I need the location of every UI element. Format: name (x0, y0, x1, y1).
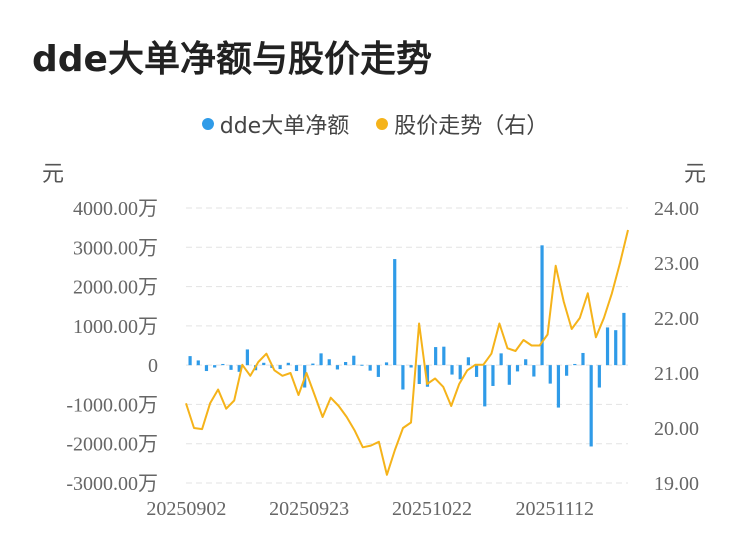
dde-bar (294, 365, 299, 372)
dde-bar (352, 355, 356, 366)
y-left-tick-label: 1000.00万 (73, 316, 158, 338)
dde-bar (466, 357, 470, 366)
dde-bar (196, 360, 200, 366)
dde-bar (245, 349, 249, 366)
dde-bar (262, 362, 266, 366)
dde-bar (311, 363, 315, 366)
dde-bar (401, 365, 405, 390)
dde-bar (614, 330, 618, 366)
dde-bar (499, 353, 503, 366)
dde-bar (376, 365, 380, 377)
dde-bar (213, 365, 217, 368)
x-tick-label: 20251112 (515, 498, 594, 520)
dde-bar (368, 365, 372, 371)
y-left-tick-label: -1000.00万 (66, 394, 158, 416)
dde-bar (548, 365, 552, 384)
dde-bar (221, 363, 225, 366)
y-left-tick-label: 3000.00万 (73, 237, 158, 259)
dde-bar (581, 352, 585, 366)
legend: dde大单净额 股价走势（右） (0, 108, 750, 140)
legend-dot-dde (201, 118, 214, 130)
y-right-tick-label: 19.00 (654, 473, 699, 495)
dde-bar (474, 365, 479, 377)
legend-dot-price (376, 118, 389, 130)
x-tick-label: 20250902 (146, 498, 226, 520)
y-right-tick-label: 20.00 (654, 418, 699, 440)
dde-bar (589, 365, 593, 447)
y-left-tick-label: 2000.00万 (73, 277, 158, 299)
y-right-tick-label: 24.00 (654, 198, 699, 220)
y-right-tick-label: 23.00 (654, 253, 699, 275)
dde-bar (442, 346, 446, 366)
dde-bar (507, 365, 511, 385)
dde-bar (434, 347, 438, 366)
dde-bar (278, 365, 282, 370)
dde-bar (425, 365, 430, 387)
dde-bar (188, 356, 192, 366)
legend-label-dde: dde大单净额 (219, 114, 350, 139)
dde-bar (409, 365, 413, 368)
right-axis-unit: 元 (684, 162, 707, 187)
dde-bar (384, 362, 389, 366)
dde-bar (524, 359, 528, 366)
dde-bar (605, 327, 610, 366)
dde-bar (204, 365, 209, 372)
dde-bar (335, 365, 340, 370)
dde-bar (540, 245, 544, 366)
dde-bar (344, 362, 348, 366)
y-left-tick-label: -2000.00万 (66, 434, 158, 456)
dde-bar (286, 362, 290, 366)
dde-bar (417, 365, 421, 384)
dde-bar (597, 365, 601, 388)
dde-bar (319, 353, 323, 366)
y-left-tick-label: -3000.00万 (66, 473, 158, 495)
legend-item-dde[interactable]: dde大单净额 (201, 108, 350, 140)
chart-title: dde大单净额与股价走势 (32, 39, 432, 80)
dde-bar (622, 312, 626, 366)
dde-bar (491, 365, 495, 386)
dde-bar (229, 365, 233, 370)
y-right-tick-label: 21.00 (654, 363, 699, 385)
dde-bar (360, 364, 364, 366)
y-left-tick-label: 0 (148, 355, 158, 377)
y-right-tick-label: 22.00 (654, 308, 699, 330)
y-left-tick-label: 4000.00万 (73, 198, 158, 220)
dde-bar (573, 363, 577, 366)
legend-item-price[interactable]: 股价走势（右） (376, 108, 548, 140)
legend-label-price: 股价走势（右） (394, 114, 549, 139)
dde-bar (483, 365, 487, 407)
price-line (185, 229, 629, 476)
dde-bar (327, 359, 331, 366)
left-axis-unit: 元 (42, 162, 65, 187)
dde-bar (532, 365, 536, 377)
dde-bar (565, 365, 569, 376)
dde-bar (556, 365, 561, 408)
dde-bar (450, 365, 454, 375)
dde-bar (237, 365, 241, 372)
x-tick-label: 20250923 (269, 498, 349, 520)
x-tick-label: 20251022 (392, 498, 472, 520)
dde-bar (393, 259, 397, 366)
dde-bar (515, 365, 520, 372)
dde-bar (458, 365, 462, 380)
